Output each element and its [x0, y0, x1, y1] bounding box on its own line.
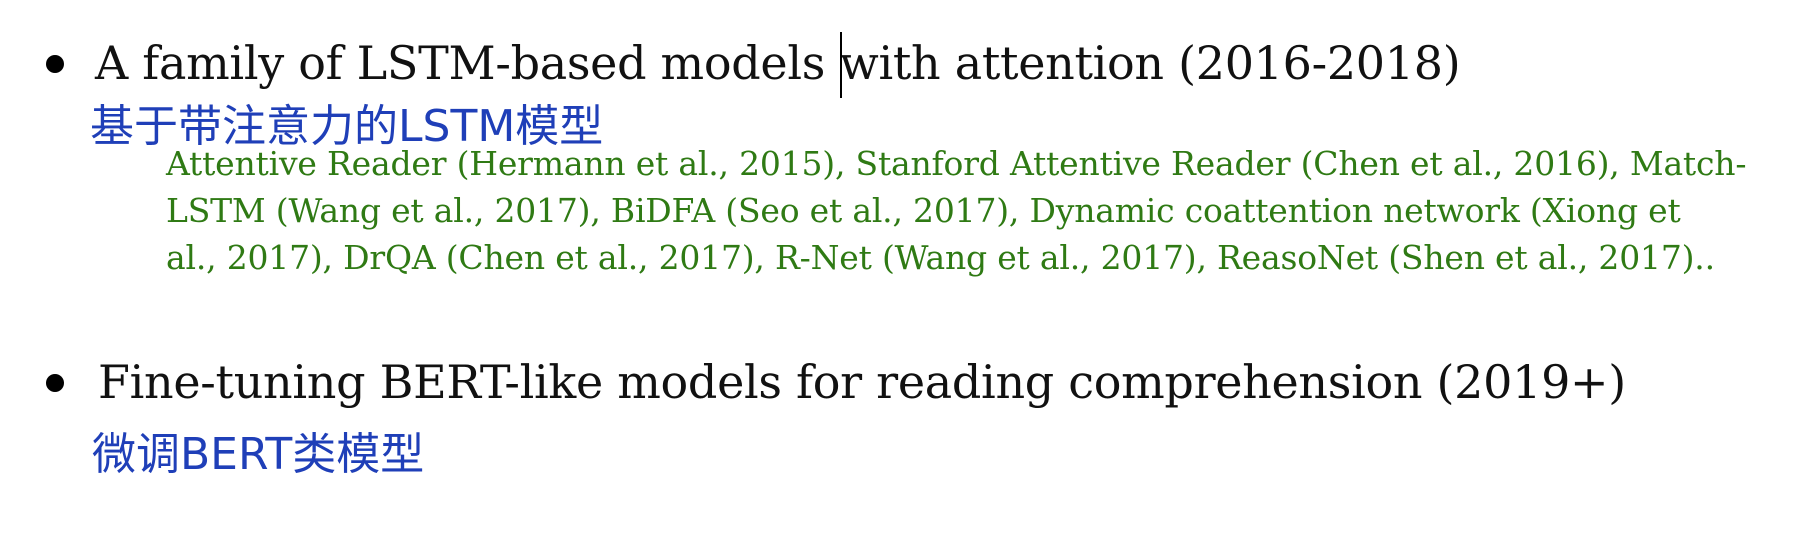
- text-cursor: [840, 32, 843, 98]
- bullet-dot-icon: [46, 374, 64, 392]
- translation-lstm: 基于带注意力的LSTM模型: [90, 101, 604, 152]
- heading-lstm-part1: A family of LSTM-based models: [95, 36, 840, 90]
- translation-bert: 微调BERT类模型: [92, 429, 425, 480]
- heading-lstm: A family of LSTM-based models with atten…: [95, 36, 1461, 90]
- reference-line: Attentive Reader (Hermann et al., 2015),…: [166, 144, 1747, 183]
- heading-bert: Fine-tuning BERT-like models for reading…: [98, 355, 1626, 409]
- bullet-dot-icon: [46, 55, 64, 73]
- references-list: Attentive Reader (Hermann et al., 2015),…: [166, 140, 1766, 281]
- reference-line: al., 2017), DrQA (Chen et al., 2017), R-…: [166, 238, 1715, 277]
- reference-line: LSTM (Wang et al., 2017), BiDFA (Seo et …: [166, 191, 1681, 230]
- heading-lstm-part2: with attention (2016-2018): [839, 36, 1461, 90]
